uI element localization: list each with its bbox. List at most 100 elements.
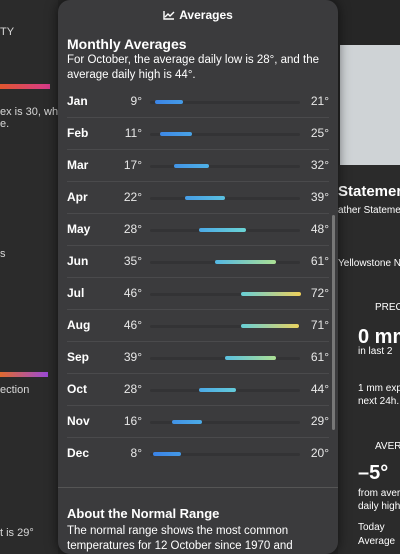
background-text: ection: [0, 384, 30, 396]
gauge: [0, 84, 50, 89]
low-label: 28°: [123, 382, 142, 396]
high-label: 25°: [310, 126, 329, 140]
month-row: Dec 8° 20°: [58, 438, 338, 470]
separator: [67, 341, 329, 342]
high-label: 48°: [310, 222, 329, 236]
about-title: About the Normal Range: [67, 506, 220, 521]
high-label: 29°: [310, 414, 329, 428]
background-text: Yellowstone Nat: [338, 258, 400, 269]
separator: [67, 117, 329, 118]
separator: [67, 245, 329, 246]
map: [340, 45, 400, 165]
header: Averages: [58, 8, 338, 22]
month: Sep: [67, 350, 90, 364]
low-label: 22°: [123, 190, 142, 204]
track: [150, 165, 300, 168]
range-bar: [199, 388, 237, 392]
background-text: daily high: [358, 501, 400, 512]
low-label: 46°: [123, 286, 142, 300]
background-text: ex is 30, whi: [0, 106, 61, 118]
separator: [67, 405, 329, 406]
month-row: Oct 28° 44°: [58, 374, 338, 406]
range-bar: [155, 100, 184, 104]
background-text: AVERA: [375, 441, 400, 452]
separator: [67, 181, 329, 182]
high-label: 20°: [310, 446, 329, 460]
month-row: Jun 35° 61°: [58, 246, 338, 278]
low-label: 11°: [124, 126, 142, 140]
separator: [67, 277, 329, 278]
background-text: Statemen: [338, 183, 400, 200]
range-bar: [215, 260, 276, 264]
high-label: 72°: [310, 286, 329, 300]
range-bar: [224, 356, 276, 360]
track: [150, 293, 300, 296]
track: [150, 101, 300, 104]
track: [150, 421, 300, 424]
background-text: in last 2: [358, 346, 393, 357]
scrollbar[interactable]: [332, 215, 335, 430]
range-bar: [171, 420, 202, 424]
low-label: 8°: [130, 446, 142, 460]
background-text: s: [0, 248, 6, 260]
low-label: 17°: [123, 158, 142, 172]
low-label: 35°: [123, 254, 142, 268]
range-bar: [173, 164, 209, 168]
icon: [163, 11, 175, 20]
divider: [58, 487, 338, 488]
month: Jan: [67, 94, 88, 108]
month: Aug: [67, 318, 91, 332]
month-row: Sep 39° 61°: [58, 342, 338, 374]
range-bar: [199, 228, 246, 232]
month: Dec: [67, 446, 90, 460]
background-text: e.: [0, 118, 10, 130]
month: Mar: [67, 158, 89, 172]
range-bar: [153, 452, 181, 456]
background-text: ather Stateme: [338, 205, 400, 216]
background-text: Average: [358, 536, 396, 547]
high-label: 61°: [310, 254, 329, 268]
month-row: May 28° 48°: [58, 214, 338, 246]
background-text: PREC: [375, 302, 400, 313]
header-title: Averages: [179, 8, 233, 22]
month: Feb: [67, 126, 89, 140]
background-text: 1 mm exp: [358, 383, 400, 394]
month: Jul: [67, 286, 85, 300]
month: Nov: [67, 414, 90, 428]
high-label: 44°: [310, 382, 329, 396]
low-label: 16°: [123, 414, 142, 428]
background-text: t is 29°: [0, 527, 34, 539]
high-label: 71°: [310, 318, 329, 332]
high-label: 21°: [310, 94, 329, 108]
description: For October, the average daily low is 28…: [67, 54, 319, 81]
separator: [67, 309, 329, 310]
separator: [67, 373, 329, 374]
range-bar: [185, 196, 225, 200]
month: Apr: [67, 190, 88, 204]
separator: [67, 213, 329, 214]
month: Oct: [67, 382, 88, 396]
popover: Averages Monthly Averages For October, t…: [58, 0, 338, 554]
track: [150, 197, 300, 200]
gauge: [0, 372, 48, 377]
month-row: Mar 17° 32°: [58, 150, 338, 182]
separator: [67, 437, 329, 438]
month-row: Nov 16° 29°: [58, 406, 338, 438]
right-panel: [338, 165, 400, 554]
low-label: 9°: [130, 94, 142, 108]
background-text: 0 mm: [358, 326, 400, 348]
range-bar: [159, 132, 193, 136]
month-row: Feb 11° 25°: [58, 118, 338, 150]
low-label: 46°: [123, 318, 142, 332]
month-row: Jan 9° 21°: [58, 86, 338, 118]
background-text: next 24h.: [358, 396, 400, 407]
background-text: from aver: [358, 488, 400, 499]
separator: [67, 149, 329, 150]
high-label: 32°: [310, 158, 329, 172]
month-row: Apr 22° 39°: [58, 182, 338, 214]
about-text: The normal range shows the most common t…: [67, 525, 293, 552]
month-row: Aug 46° 71°: [58, 310, 338, 342]
range-bar: [240, 292, 301, 296]
track: [150, 133, 300, 136]
